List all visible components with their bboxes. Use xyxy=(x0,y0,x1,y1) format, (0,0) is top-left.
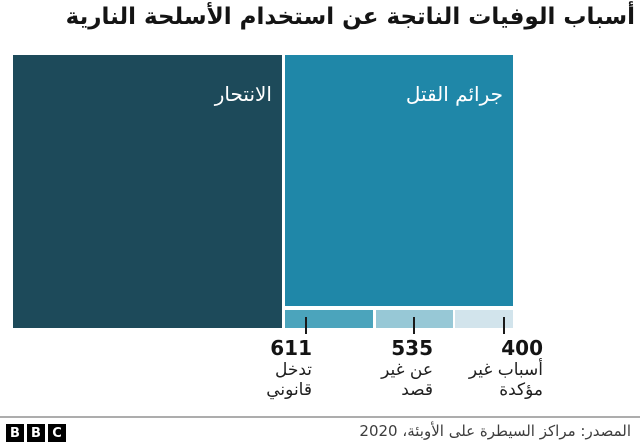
annotation-undetermined-line1: أسباب غير xyxy=(468,360,543,380)
callout-tick-legal xyxy=(305,317,307,334)
bbc-logo: B B C xyxy=(6,424,66,442)
treemap: الانتحار جرائم القتل xyxy=(13,55,513,328)
annotation-undetermined: 400 أسباب غير مؤكدة xyxy=(468,336,543,401)
annotation-undetermined-value: 400 xyxy=(501,336,543,360)
homicide-label: جرائم القتل xyxy=(405,82,503,106)
annotation-unintentional-line1: عن غير xyxy=(381,360,433,380)
chart-title: أسباب الوفيات الناتجة عن استخدام الأسلحة… xyxy=(65,4,635,30)
annotation-legal-line2: قانوني xyxy=(266,380,312,400)
bbc-logo-letter-c: C xyxy=(48,424,66,442)
footer-divider xyxy=(0,416,640,418)
annotation-legal: 611 تدخل قانوني xyxy=(266,336,312,401)
suicide-label: الانتحار xyxy=(214,82,272,106)
annotation-unintentional-value: 535 xyxy=(391,336,433,360)
treemap-cell-homicide: جرائم القتل xyxy=(285,55,513,306)
treemap-cell-undetermined xyxy=(455,310,513,328)
bbc-logo-letter-b2: B xyxy=(27,424,45,442)
treemap-cell-suicide: الانتحار xyxy=(13,55,282,328)
callout-tick-unintentional xyxy=(413,317,415,334)
annotation-undetermined-line2: مؤكدة xyxy=(499,380,543,400)
callout-tick-undetermined xyxy=(503,317,505,334)
source-note: المصدر: مراكز السيطرة على الأوبئة، 2020 xyxy=(359,422,631,440)
annotation-legal-line1: تدخل xyxy=(274,360,312,380)
annotation-legal-value: 611 xyxy=(270,336,312,360)
annotation-unintentional: 535 عن غير قصد xyxy=(381,336,433,401)
treemap-cell-legal-intervention xyxy=(285,310,373,328)
annotation-unintentional-line2: قصد xyxy=(401,380,433,400)
bbc-logo-letter-b1: B xyxy=(6,424,24,442)
